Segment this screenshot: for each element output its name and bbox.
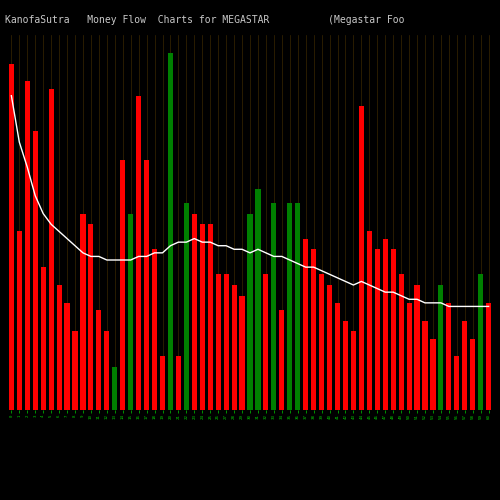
Bar bbox=[160, 356, 165, 410]
Bar bbox=[327, 285, 332, 410]
Bar bbox=[398, 274, 404, 410]
Bar bbox=[24, 82, 30, 410]
Bar bbox=[144, 160, 149, 410]
Bar bbox=[232, 285, 236, 410]
Bar bbox=[176, 356, 181, 410]
Bar bbox=[311, 250, 316, 410]
Bar bbox=[366, 232, 372, 410]
Text: KanofaSutra   Money Flow  Charts for MEGASTAR          (Megastar Foo: KanofaSutra Money Flow Charts for MEGAST… bbox=[5, 15, 404, 25]
Bar bbox=[486, 303, 491, 410]
Bar bbox=[216, 274, 221, 410]
Bar bbox=[414, 285, 420, 410]
Bar bbox=[359, 106, 364, 410]
Bar bbox=[96, 310, 102, 410]
Bar bbox=[56, 285, 62, 410]
Bar bbox=[112, 367, 117, 410]
Bar bbox=[343, 320, 348, 410]
Bar bbox=[128, 214, 134, 410]
Bar bbox=[248, 214, 252, 410]
Bar bbox=[319, 274, 324, 410]
Bar bbox=[120, 160, 126, 410]
Bar bbox=[16, 232, 22, 410]
Bar bbox=[136, 96, 141, 410]
Bar bbox=[40, 267, 46, 410]
Bar bbox=[454, 356, 460, 410]
Bar bbox=[240, 296, 244, 410]
Bar bbox=[256, 188, 260, 410]
Bar bbox=[152, 250, 157, 410]
Bar bbox=[303, 238, 308, 410]
Bar bbox=[88, 224, 94, 410]
Bar bbox=[374, 250, 380, 410]
Bar bbox=[80, 214, 86, 410]
Bar bbox=[208, 224, 213, 410]
Bar bbox=[272, 203, 276, 410]
Bar bbox=[264, 274, 268, 410]
Bar bbox=[382, 238, 388, 410]
Bar bbox=[168, 53, 173, 410]
Bar bbox=[104, 332, 110, 410]
Bar bbox=[200, 224, 205, 410]
Bar bbox=[224, 274, 228, 410]
Bar bbox=[406, 303, 412, 410]
Bar bbox=[438, 285, 444, 410]
Bar bbox=[32, 132, 38, 410]
Bar bbox=[462, 320, 468, 410]
Bar bbox=[9, 64, 14, 410]
Bar bbox=[295, 203, 300, 410]
Bar bbox=[287, 203, 292, 410]
Bar bbox=[184, 203, 189, 410]
Bar bbox=[64, 303, 70, 410]
Bar bbox=[48, 88, 54, 410]
Bar bbox=[430, 338, 436, 410]
Bar bbox=[446, 303, 452, 410]
Bar bbox=[478, 274, 484, 410]
Bar bbox=[470, 338, 476, 410]
Bar bbox=[390, 250, 396, 410]
Bar bbox=[192, 214, 197, 410]
Bar bbox=[279, 310, 284, 410]
Bar bbox=[351, 332, 356, 410]
Bar bbox=[335, 303, 340, 410]
Bar bbox=[422, 320, 428, 410]
Bar bbox=[72, 332, 78, 410]
